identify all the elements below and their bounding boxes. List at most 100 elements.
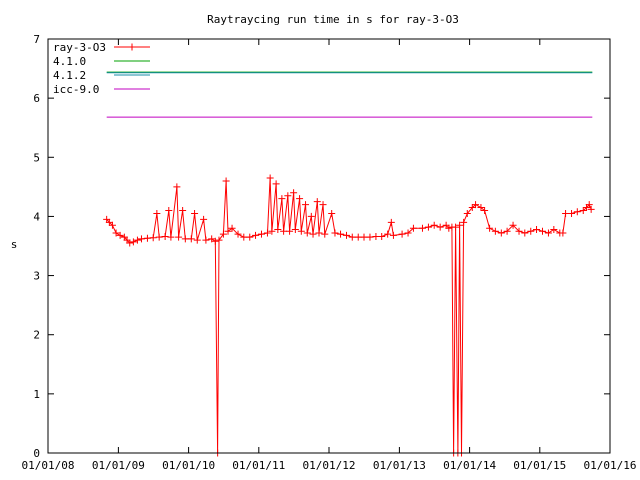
data-point — [116, 231, 124, 239]
data-point — [149, 234, 157, 242]
data-point — [328, 209, 336, 217]
x-tick-label: 01/01/09 — [92, 459, 145, 472]
data-point — [263, 229, 271, 237]
data-point — [268, 227, 276, 235]
y-tick-label: 6 — [33, 92, 40, 105]
data-point — [309, 230, 317, 238]
data-point — [173, 183, 181, 191]
data-point — [521, 229, 529, 237]
data-point — [129, 238, 137, 246]
data-point — [477, 204, 485, 212]
data-point — [219, 230, 227, 238]
data-point — [515, 227, 523, 235]
data-point — [112, 229, 120, 237]
data-point — [387, 218, 395, 226]
data-point — [463, 209, 471, 217]
data-point — [460, 218, 468, 226]
data-point — [137, 235, 145, 243]
y-tick-label: 2 — [33, 329, 40, 342]
data-point — [418, 224, 426, 232]
data-point — [321, 230, 329, 238]
x-tick-label: 01/01/14 — [443, 459, 496, 472]
data-point — [286, 227, 294, 235]
data-point — [331, 229, 339, 237]
data-point — [491, 227, 499, 235]
data-point — [319, 201, 327, 209]
data-point — [503, 227, 511, 235]
x-tick-label: 01/01/16 — [584, 459, 637, 472]
data-point — [404, 229, 412, 237]
data-point — [165, 207, 173, 215]
data-point — [208, 235, 216, 243]
data-point — [228, 224, 236, 232]
data-point — [481, 207, 489, 215]
legend-label: 4.1.0 — [53, 55, 86, 68]
data-point — [179, 207, 187, 215]
x-tick-label: 01/01/12 — [303, 459, 356, 472]
data-point — [175, 233, 183, 241]
data-point — [472, 201, 480, 209]
data-point — [348, 233, 356, 241]
data-point — [202, 236, 210, 244]
x-tick-label: 01/01/13 — [373, 459, 426, 472]
data-point — [538, 227, 546, 235]
data-point — [486, 224, 494, 232]
data-point — [191, 209, 199, 217]
data-point — [389, 231, 397, 239]
legend-label: ray-3-O3 — [53, 41, 106, 54]
data-point — [266, 174, 274, 182]
x-tick-label: 01/01/15 — [513, 459, 566, 472]
data-point — [284, 192, 292, 200]
data-point — [200, 215, 208, 223]
data-point — [302, 201, 310, 209]
data-point — [155, 233, 163, 241]
data-point — [296, 195, 304, 203]
data-point — [315, 229, 323, 237]
data-point — [585, 201, 593, 209]
data-point — [337, 230, 345, 238]
data-point — [430, 221, 438, 229]
y-tick-label: 3 — [33, 270, 40, 283]
data-point — [313, 198, 321, 206]
data-point — [234, 230, 242, 238]
data-point — [307, 212, 315, 220]
series-layer — [103, 71, 595, 457]
data-point — [550, 225, 558, 233]
data-point — [143, 234, 151, 242]
data-point — [409, 224, 417, 232]
y-axis-label: s — [11, 238, 18, 251]
y-tick-label: 5 — [33, 151, 40, 164]
y-tick-label: 7 — [33, 33, 40, 46]
data-point — [193, 236, 201, 244]
data-point — [290, 189, 298, 197]
legend-label: 4.1.2 — [53, 69, 86, 82]
data-point — [533, 225, 541, 233]
axis-tick-labels: 0 1 2 3 4 5 6 7 01/01/08 01/01/09 01/01/10 01/01/11… — [22, 33, 637, 472]
data-point — [224, 227, 232, 235]
data-point — [497, 229, 505, 237]
data-point — [424, 223, 432, 231]
data-point — [445, 224, 453, 232]
data-point — [257, 230, 265, 238]
x-tick-label: 01/01/08 — [22, 459, 75, 472]
data-point — [360, 233, 368, 241]
data-point — [222, 177, 230, 185]
y-tick-label: 4 — [33, 210, 40, 223]
data-point — [274, 225, 282, 233]
data-point — [579, 207, 587, 215]
data-point — [187, 235, 195, 243]
data-point — [297, 227, 305, 235]
data-point — [181, 235, 189, 243]
data-point — [252, 231, 260, 239]
data-point — [384, 230, 392, 238]
data-point — [278, 195, 286, 203]
x-tick-label: 01/01/11 — [232, 459, 285, 472]
data-point — [398, 230, 406, 238]
data-point — [587, 205, 595, 213]
data-point — [291, 225, 299, 233]
legend-label: icc-9.0 — [53, 83, 99, 96]
data-point — [452, 223, 460, 231]
data-point — [544, 229, 552, 237]
